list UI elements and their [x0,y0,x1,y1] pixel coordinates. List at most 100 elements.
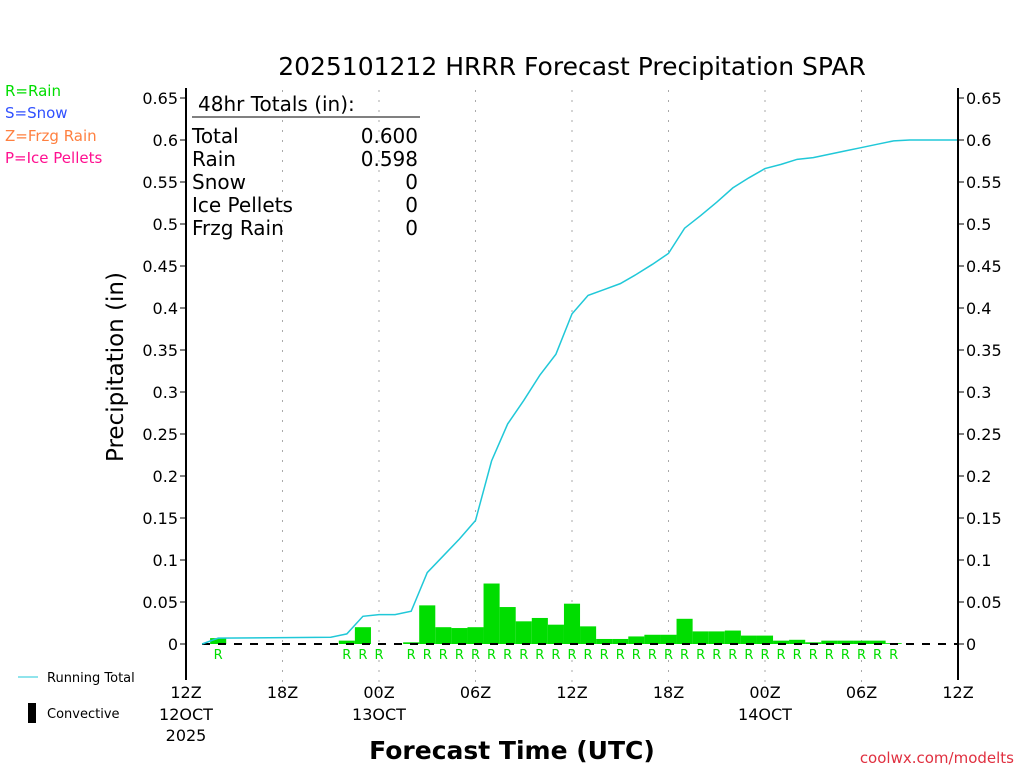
precip-bar [740,635,757,644]
x-tick-label: 00Z [363,683,394,702]
y-axis-label: Precipitation (in) [103,272,129,462]
precip-bar [467,627,484,644]
y-tick-label: 0.4 [153,299,178,318]
y-tick-label-right: 0 [966,635,976,654]
precip-bar [210,638,227,644]
precip-type-label: R [342,648,351,663]
legend-frzg: Z=Frzg Rain [5,127,97,145]
precip-bar [338,640,355,644]
y-tick-label-right: 0.5 [966,215,991,234]
precip-type-label: R [809,648,818,663]
y-tick-label-right: 0.65 [966,89,1002,108]
y-tick-label-right: 0.3 [966,383,991,402]
precip-type-label: R [889,648,898,663]
totals-value: 0 [405,193,418,217]
x-tick-label: 18Z [267,683,298,702]
precip-type-label: R [567,648,576,663]
precip-bar [724,630,741,644]
precip-bar [483,583,500,644]
precip-type-label: R [680,648,689,663]
credit: coolwx.com/modelts [860,749,1014,767]
precip-bar [435,627,452,644]
precip-bar [773,640,790,644]
precip-type-label: R [857,648,866,663]
x-axis-label: Forecast Time (UTC) [369,736,655,765]
precip-bar [837,640,854,644]
precip-type-label: R [439,648,448,663]
totals-value: 0.598 [361,147,418,171]
precip-type-label: R [423,648,432,663]
precip-type-label: R [551,648,560,663]
precip-bar [660,634,677,644]
totals-header: 48hr Totals (in): [198,92,355,116]
y-tick-label-right: 0.15 [966,509,1002,528]
x-date-label: 14OCT [738,705,792,724]
precip-type-label: R [407,648,416,663]
precip-type-label: R [214,648,223,663]
precip-bar [354,627,371,644]
precip-bar [676,618,693,644]
totals-value: 0 [405,216,418,240]
y-tick-label: 0.65 [142,89,178,108]
precip-type-label: R [584,648,593,663]
precip-bar [756,635,774,644]
y-tick-label: 0 [168,635,178,654]
precip-bar [515,621,532,644]
precip-type-label: R [487,648,496,663]
x-tick-label: 06Z [846,683,877,702]
precip-type-label: R [728,648,737,663]
precip-type-label: R [825,648,834,663]
precip-type-label: R [712,648,721,663]
precip-bar [821,640,838,644]
y-tick-label: 0.35 [142,341,178,360]
y-tick-label-right: 0.45 [966,257,1002,276]
precip-bar [869,640,886,644]
precip-type-label: R [744,648,753,663]
y-tick-label-right: 0.1 [966,551,991,570]
x-date-label: 13OCT [352,705,406,724]
y-tick-label-right: 0.2 [966,467,991,486]
y-tick-label-right: 0.4 [966,299,991,318]
precip-type-label: R [696,648,705,663]
precip-type-label: R [632,648,641,663]
precip-bar [419,605,436,644]
y-tick-label: 0.2 [153,467,178,486]
totals-value: 0 [405,170,418,194]
y-tick-label: 0.05 [142,593,178,612]
precip-type-label: R [841,648,850,663]
precip-bar [853,640,870,644]
precip-bar [692,631,709,644]
precip-bar [451,628,468,644]
precip-bar [499,607,516,644]
y-tick-label: 0.1 [153,551,178,570]
precip-bar [580,626,597,644]
precip-type-label: R [519,648,528,663]
precip-bar [628,636,645,644]
y-tick-label-right: 0.55 [966,173,1002,192]
precip-type-label: R [873,648,882,663]
precip-bar [531,617,548,644]
precip-type-label: R [760,648,769,663]
totals-label: Total [191,124,239,148]
y-tick-label-right: 0.05 [966,593,1002,612]
precip-type-label: R [358,648,367,663]
y-tick-label: 0.45 [142,257,178,276]
y-tick-label-right: 0.25 [966,425,1002,444]
precip-type-label: R [793,648,802,663]
running-total-line [201,139,958,645]
precip-type-label: R [616,648,625,663]
precip-type-label: R [503,648,512,663]
y-tick-label: 0.15 [142,509,178,528]
precip-type-label: R [535,648,544,663]
legend-snow: S=Snow [5,104,68,122]
y-tick-label: 0.3 [153,383,178,402]
totals-label: Snow [192,170,246,194]
legend-rain: R=Rain [5,82,61,100]
precip-bar [708,631,725,644]
chart-title: 2025101212 HRRR Forecast Precipitation S… [278,52,866,81]
x-year-label: 2025 [166,726,207,745]
precip-bar [596,638,613,644]
precip-bar [789,639,806,644]
x-tick-label: 06Z [460,683,491,702]
